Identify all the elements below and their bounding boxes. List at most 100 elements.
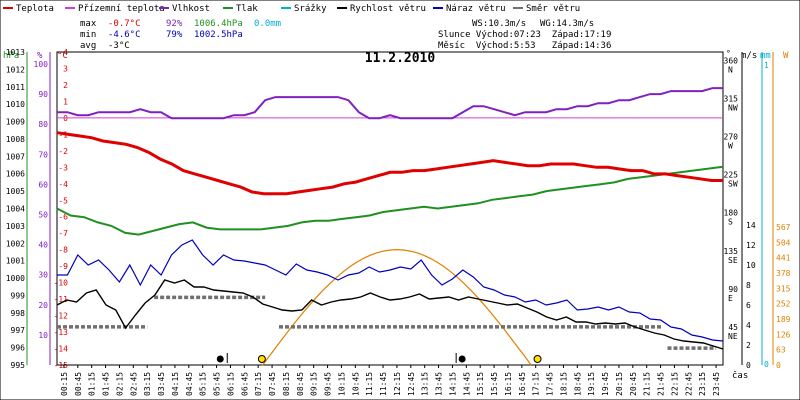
x-tick-label: 13:45 — [435, 372, 444, 396]
tick-temp: 1 — [63, 97, 68, 106]
sunset-marker — [533, 355, 542, 363]
stats-panel: max -0.7°C 92% 1006.4hPa 0.0mm min -4.6°… — [80, 19, 611, 51]
x-tick-label: 04:45 — [185, 372, 194, 396]
x-tick-label: 01:45 — [102, 372, 111, 396]
tick-ms: 4 — [746, 321, 751, 330]
tick-dir: 90 — [728, 285, 738, 294]
x-tick-label: 05:15 — [199, 372, 208, 396]
tick-pct: 40 — [38, 241, 48, 250]
x-tick-label: 01:15 — [88, 372, 97, 396]
solar-radiation-line — [261, 248, 532, 366]
humidity-line — [57, 87, 723, 120]
x-tick-label: 12:45 — [407, 372, 416, 396]
tick-hpa: 997 — [11, 326, 26, 335]
axis-label-mm: mm — [760, 51, 771, 61]
stat-ws: WS:10.3m/s — [472, 19, 526, 29]
tick-dir: 135 — [724, 247, 739, 256]
tick-wm: 189 — [776, 315, 791, 324]
tick-temp: -11 — [54, 295, 69, 304]
axis-label-hpa: hPa — [3, 51, 19, 61]
x-tick-label: 21:15 — [643, 372, 652, 396]
tick-pct: 50 — [38, 211, 48, 220]
legend-label: Náraz větru — [446, 4, 506, 14]
x-tick-label: 11:45 — [379, 372, 388, 396]
tick-wm: 378 — [776, 269, 791, 278]
tick-pct: 70 — [38, 150, 48, 159]
tick-hpa: 1007 — [6, 152, 25, 161]
tick-ms: 14 — [746, 221, 756, 230]
sunrise-marker — [257, 355, 266, 363]
x-tick-label: 16:45 — [518, 372, 527, 396]
x-tick-label: 05:45 — [213, 372, 222, 396]
tick-dir-name: NW — [728, 104, 738, 113]
x-tick-label: 08:15 — [282, 372, 291, 396]
tick-dir: 270 — [724, 133, 739, 142]
time-axis-label: čas — [732, 370, 748, 381]
tick-dir-name: NE — [728, 332, 738, 341]
tick-temp: -3 — [58, 163, 68, 172]
tick-temp: -7 — [58, 229, 68, 238]
legend-label: Rychlost větru — [350, 4, 426, 14]
axis-label-temp: °C — [57, 51, 68, 61]
x-tick-label: 17:45 — [546, 372, 555, 396]
tick-dir-name: N — [728, 65, 733, 74]
tick-hpa: 1006 — [6, 170, 25, 179]
tick-hpa: 1002 — [6, 239, 25, 248]
tick-wm: 252 — [776, 300, 791, 309]
tick-temp: -5 — [58, 196, 68, 205]
tick-wm: 504 — [776, 238, 791, 247]
tick-dir: 225 — [724, 171, 739, 180]
tick-wm: 63 — [776, 346, 786, 355]
tick-temp: -14 — [54, 345, 69, 354]
chart-title: 11.2.2010 — [365, 51, 436, 66]
legend-label: Tlak — [236, 4, 258, 14]
tick-hpa: 1013 — [6, 48, 25, 57]
legend-label: Teplota — [16, 4, 54, 14]
tick-hpa: 1008 — [6, 135, 25, 144]
tick-pct: 10 — [38, 331, 48, 340]
moonset-marker — [458, 355, 466, 363]
x-tick-label: 14:15 — [448, 372, 457, 396]
tick-dir-name: S — [728, 218, 733, 227]
tick-temp: 2 — [63, 81, 68, 90]
x-tick-label: 07:15 — [254, 372, 263, 396]
stat-min-hum: 79% — [166, 30, 183, 40]
tick-dir-name: SW — [728, 180, 738, 189]
tick-ms: 8 — [746, 281, 751, 290]
x-tick-label: 17:15 — [532, 372, 541, 396]
stat-max-rain: 0.0mm — [254, 19, 281, 29]
tick-ms: 6 — [746, 301, 751, 310]
tick-hpa: 1004 — [6, 205, 25, 214]
x-tick-label: 08:45 — [296, 372, 305, 396]
x-tick-label: 20:45 — [629, 372, 638, 396]
x-tick-label: 15:45 — [490, 372, 499, 396]
tick-wm: 126 — [776, 330, 791, 339]
x-tick-label: 12:15 — [393, 372, 402, 396]
tick-hpa: 995 — [11, 361, 26, 370]
tick-pct: 30 — [38, 271, 48, 280]
stat-min-press: 1002.5hPa — [194, 30, 243, 40]
tick-temp: -13 — [54, 328, 69, 337]
x-tick-label: 09:15 — [310, 372, 319, 396]
tick-pct: 100 — [34, 60, 49, 69]
tick-hpa: 996 — [11, 344, 26, 353]
x-tick-label: 20:15 — [615, 372, 624, 396]
legend-label: Přízemní teplota — [78, 4, 165, 14]
axis-label-wm: W — [783, 51, 789, 61]
pressure-line — [56, 165, 724, 236]
tick-dir: 180 — [724, 209, 739, 218]
tick-temp: -2 — [58, 147, 68, 156]
moonrise-marker — [216, 355, 224, 363]
tick-hpa: 1009 — [6, 118, 25, 127]
temperature-line — [56, 131, 723, 196]
tick-wm: 441 — [776, 254, 791, 263]
tick-hpa: 1003 — [6, 222, 25, 231]
tick-temp: -9 — [58, 262, 68, 271]
x-tick-label: 07:45 — [268, 372, 277, 396]
x-tick-label: 21:45 — [657, 372, 666, 396]
tick-hpa: 1000 — [6, 274, 25, 283]
tick-pct: 20 — [38, 301, 48, 310]
x-tick-label: 04:15 — [171, 372, 180, 396]
tick-hpa: 1010 — [6, 100, 25, 109]
tick-hpa: 998 — [11, 309, 26, 318]
